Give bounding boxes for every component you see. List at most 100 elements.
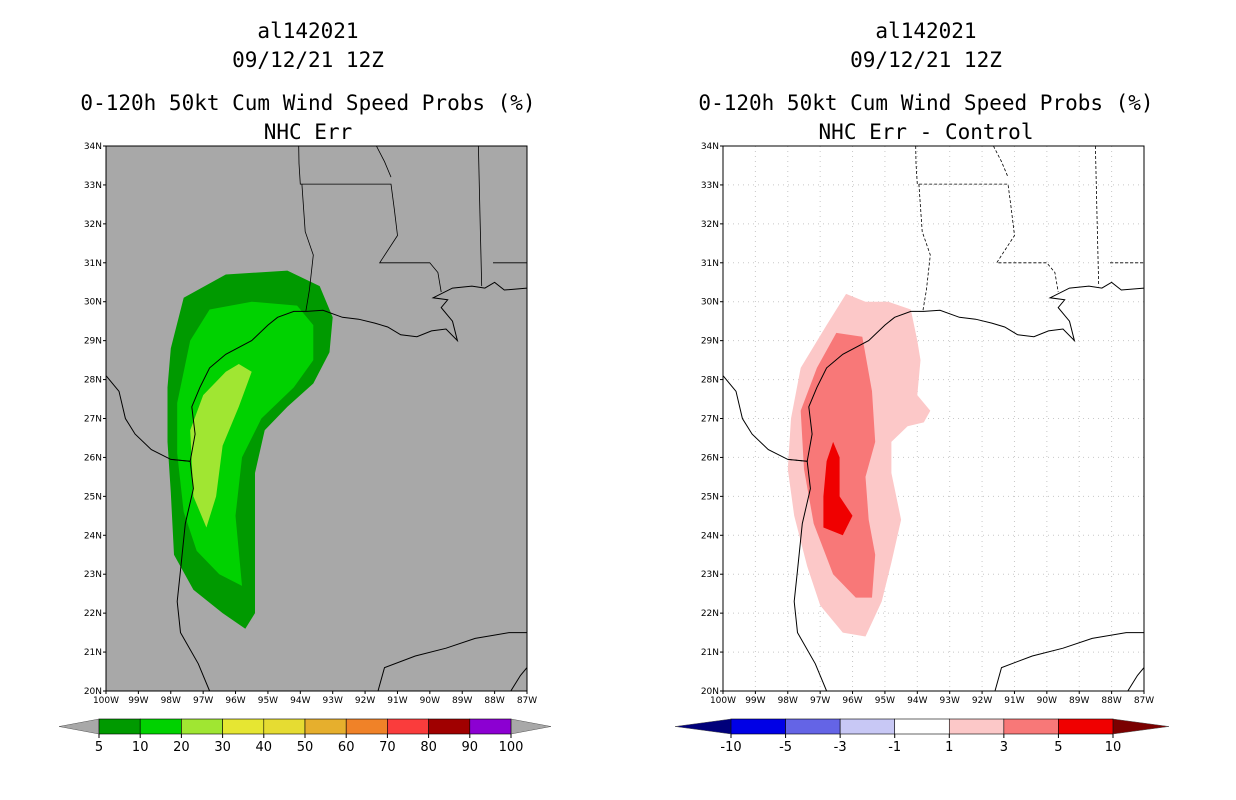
lat-tick-label: 28N: [701, 376, 719, 386]
contour-10: [177, 301, 314, 586]
lon-tick-label: 96W: [225, 696, 245, 706]
colorbar-swatch: [428, 718, 471, 735]
lon-tick-label: 92W: [972, 696, 992, 706]
colorbar-swatch: [181, 718, 223, 735]
lat-tick-label: 27N: [701, 415, 719, 425]
lon-tick-label: 91W: [1004, 696, 1024, 706]
lon-tick-label: 95W: [875, 696, 895, 706]
lon-tick-label: 88W: [1101, 696, 1121, 706]
lat-tick-label: 31N: [701, 259, 719, 269]
colorbar-label: 40: [256, 740, 273, 755]
lat-tick-label: 22N: [84, 609, 102, 619]
lon-tick-label: 93W: [323, 696, 343, 706]
lat-tick-label: 31N: [84, 259, 102, 269]
lon-tick-label: 98W: [161, 696, 181, 706]
left-coastline: [106, 146, 527, 691]
colorbar-swatch: [785, 718, 841, 735]
colorbar-swatch: [222, 718, 265, 735]
left-colorbar: 5 10 20 30 40 50 60 70 80 90 100: [58, 718, 552, 755]
lon-tick-label: 96W: [842, 696, 862, 706]
right-title-line-1: al142021: [875, 19, 976, 43]
lat-tick-label: 25N: [701, 492, 719, 502]
colorbar-label: 100: [499, 740, 524, 755]
coastline: [1127, 667, 1144, 691]
colorbar-swatch: [139, 718, 182, 735]
lon-tick-label: 89W: [452, 696, 472, 706]
right-contours: [787, 293, 931, 637]
lon-tick-label: 94W: [290, 696, 310, 706]
state-border: [787, 459, 808, 462]
lat-tick-label: 30N: [701, 298, 719, 308]
colorbar-label: 10: [1105, 740, 1122, 755]
right-colorbar: -10 -5 -3 -1 1 3 5 10: [674, 718, 1170, 755]
lat-tick-label: 23N: [84, 570, 102, 580]
colorbar-label: 70: [379, 740, 396, 755]
colorbar-label: 90: [462, 740, 479, 755]
lon-tick-label: 90W: [1037, 696, 1057, 706]
lon-tick-label: 89W: [1069, 696, 1089, 706]
lat-tick-label: 29N: [84, 337, 102, 347]
lon-tick-label: 87W: [517, 696, 537, 706]
left-axis-ticks: 100W 99W 98W 97W 96W 95W 94W 93W 92W 91W 90W 89W 88W…: [84, 142, 537, 706]
colorbar-label: 20: [173, 740, 190, 755]
right-panel: al142021 09/12/21 12Z 0-120h 50kt Cum Wi…: [674, 19, 1170, 755]
state-border: [301, 184, 314, 312]
colorbar-label: 80: [420, 740, 437, 755]
contour-5: [823, 441, 853, 536]
colorbar-low-arrow: [58, 718, 100, 735]
lon-tick-label: 99W: [745, 696, 765, 706]
lat-tick-label: 25N: [84, 492, 102, 502]
colorbar-label: 10: [132, 740, 149, 755]
state-border: [918, 184, 931, 312]
lon-tick-label: 100W: [93, 696, 119, 706]
colorbar-label: 30: [214, 740, 231, 755]
colorbar-swatch: [1058, 718, 1114, 735]
state-border: [478, 146, 483, 287]
colorbar-label: 5: [95, 740, 103, 755]
colorbar-swatch: [730, 718, 786, 735]
lat-tick-label: 29N: [701, 337, 719, 347]
colorbar-swatch: [1003, 718, 1059, 735]
state-border: [298, 146, 442, 293]
lat-tick-label: 27N: [84, 415, 102, 425]
lat-tick-label: 32N: [701, 220, 719, 230]
lat-tick-label: 20N: [84, 687, 102, 697]
state-border: [1095, 146, 1100, 287]
left-panel: al142021 09/12/21 12Z 0-120h 50kt Cum Wi…: [58, 19, 552, 755]
lon-tick-label: 88W: [484, 696, 504, 706]
colorbar-swatch: [839, 718, 896, 735]
colorbar-label: 60: [338, 740, 355, 755]
right-grid: [723, 146, 1144, 691]
left-title-line-4: NHC Err: [264, 120, 353, 144]
coastline: [994, 632, 1144, 691]
coastline: [176, 461, 211, 691]
lon-tick-label: 100W: [710, 696, 736, 706]
lat-tick-label: 33N: [701, 181, 719, 191]
lat-tick-label: 26N: [701, 453, 719, 463]
lat-tick-label: 23N: [701, 570, 719, 580]
lon-tick-label: 90W: [420, 696, 440, 706]
colorbar-swatch: [948, 718, 1005, 735]
colorbar-swatch: [469, 718, 512, 735]
lon-tick-label: 94W: [907, 696, 927, 706]
right-title-line-3: 0-120h 50kt Cum Wind Speed Probs (%): [698, 91, 1153, 115]
colorbar-high-arrow: [510, 718, 552, 735]
lat-tick-label: 24N: [701, 531, 719, 541]
left-contours: [167, 270, 333, 629]
state-border: [376, 146, 392, 178]
contour-20: [190, 364, 252, 528]
coastline: [510, 667, 527, 691]
coastline: [377, 632, 527, 691]
lon-tick-label: 91W: [387, 696, 407, 706]
colorbar-swatch: [263, 718, 306, 735]
lat-tick-label: 21N: [701, 648, 719, 658]
lat-tick-label: 33N: [84, 181, 102, 191]
left-title-line-3: 0-120h 50kt Cum Wind Speed Probs (%): [80, 91, 535, 115]
colorbar-swatch: [304, 718, 347, 735]
lat-tick-label: 28N: [84, 376, 102, 386]
lon-tick-label: 97W: [193, 696, 213, 706]
lat-tick-label: 24N: [84, 531, 102, 541]
colorbar-label: 1: [945, 740, 953, 755]
right-title-line-2: 09/12/21 12Z: [850, 48, 1002, 72]
